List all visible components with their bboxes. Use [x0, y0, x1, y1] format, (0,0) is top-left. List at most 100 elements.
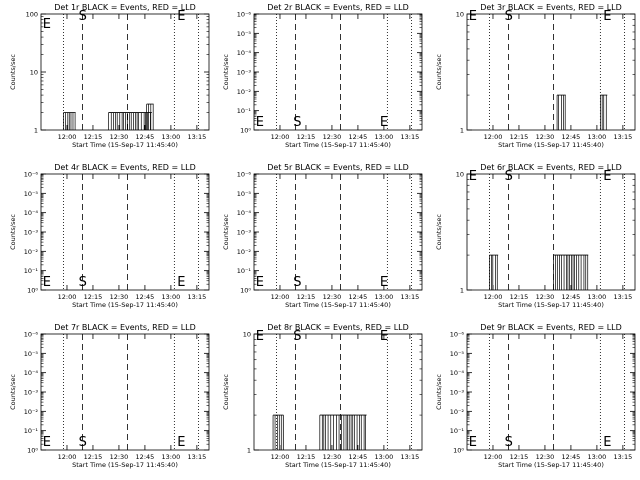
y-tick-label: 1 [247, 447, 251, 455]
plot-frame [253, 13, 423, 131]
y-tick-label: 10 [456, 171, 464, 179]
event-burst [146, 103, 154, 130]
x-tick-label: 13:15 [188, 133, 207, 141]
plot-title: Det 2r BLACK = Events, RED = LLD [267, 3, 409, 12]
event-marker-label: E [256, 275, 264, 290]
x-tick-label: 13:00 [162, 293, 181, 301]
event-burst [489, 254, 499, 290]
event-marker-label: E [177, 275, 185, 290]
event-marker-label: E [603, 435, 611, 450]
x-tick-label: 12:15 [84, 453, 103, 461]
x-axis-label: Start Time (15-Sep-17 11:45:40) [498, 141, 604, 149]
plot-title: Det 4r BLACK = Events, RED = LLD [54, 163, 196, 172]
x-tick-label: 12:30 [536, 133, 555, 141]
x-axis-label: Start Time (15-Sep-17 11:45:40) [72, 301, 178, 309]
x-tick-label: 12:15 [297, 133, 316, 141]
x-tick-label: 12:45 [562, 453, 581, 461]
x-axis-label: Start Time (15-Sep-17 11:45:40) [285, 461, 391, 469]
x-axis-label: Start Time (15-Sep-17 11:45:40) [285, 301, 391, 309]
x-tick-label: 12:30 [110, 453, 129, 461]
x-tick-label: 12:30 [323, 133, 342, 141]
plot-title: Det 5r BLACK = Events, RED = LLD [267, 163, 409, 172]
x-tick-label: 13:15 [401, 133, 420, 141]
event-marker-label: E [469, 169, 477, 184]
y-tick-label: 10 [456, 11, 464, 19]
plot-title: Det 7r BLACK = Events, RED = LLD [54, 323, 196, 332]
x-tick-label: 12:00 [484, 133, 503, 141]
y-tick-label: 10⁻⁶ [237, 11, 252, 19]
x-tick-label: 13:15 [188, 293, 207, 301]
plot-frame [40, 173, 210, 291]
x-axis-label: Start Time (15-Sep-17 11:45:40) [285, 141, 391, 149]
event-burst [556, 94, 566, 130]
x-tick-label: 12:15 [510, 453, 529, 461]
plot-frame [40, 333, 210, 451]
y-tick-label: 1 [460, 287, 464, 295]
y-tick-label: 10⁻⁶ [24, 171, 39, 179]
y-tick-label: 10⁰ [27, 447, 38, 455]
y-tick-label: 10⁰ [27, 287, 38, 295]
y-tick-label: 10⁻⁵ [450, 350, 465, 358]
x-tick-label: 13:00 [588, 453, 607, 461]
event-burst [108, 112, 152, 130]
x-tick-label: 12:45 [562, 293, 581, 301]
plot-title: Det 6r BLACK = Events, RED = LLD [480, 163, 622, 172]
detector-plot-8: Det 8r BLACK = Events, RED = LLD Counts/s… [222, 323, 423, 469]
plot-title: Det 3r BLACK = Events, RED = LLD [480, 3, 622, 12]
x-tick-label: 12:15 [84, 293, 103, 301]
event-marker-label: S [79, 275, 87, 290]
y-tick-label: 10 [30, 69, 38, 77]
event-marker-label: E [177, 9, 185, 24]
x-tick-label: 12:00 [271, 453, 290, 461]
y-tick-label: 10⁻³ [24, 389, 39, 397]
x-tick-label: 12:30 [323, 453, 342, 461]
plot-frame [466, 333, 636, 451]
x-tick-label: 12:15 [510, 133, 529, 141]
event-burst [553, 254, 589, 290]
y-tick-label: 10⁻⁵ [24, 350, 39, 358]
event-burst [63, 112, 76, 130]
y-tick-label: 10⁻⁵ [237, 30, 252, 38]
y-tick-label: 10⁻⁴ [237, 49, 252, 57]
x-tick-label: 12:45 [562, 133, 581, 141]
x-tick-label: 13:00 [375, 453, 394, 461]
event-marker-label: E [469, 9, 477, 24]
detector-plot-1: Det 1r BLACK = Events, RED = LLD Counts/s… [9, 3, 210, 149]
x-tick-label: 12:45 [349, 133, 368, 141]
plot-frame [466, 173, 636, 291]
event-burst [272, 414, 284, 450]
y-tick-label: 10⁻⁶ [24, 331, 39, 339]
y-tick-label: 10⁻² [24, 408, 39, 416]
y-tick-label: 10⁻³ [237, 229, 252, 237]
plot-title: Det 8r BLACK = Events, RED = LLD [267, 323, 409, 332]
x-tick-label: 12:15 [510, 293, 529, 301]
detector-plot-9: Det 9r BLACK = Events, RED = LLD Counts/s… [435, 323, 636, 469]
y-axis-label: Counts/sec [9, 54, 17, 90]
plot-frame [253, 333, 423, 451]
y-tick-label: 10⁻² [237, 248, 252, 256]
y-axis-label: Counts/sec [222, 374, 230, 410]
x-tick-label: 12:45 [136, 453, 155, 461]
y-tick-label: 10⁻⁶ [237, 171, 252, 179]
x-tick-label: 12:30 [536, 293, 555, 301]
event-marker-label: E [256, 329, 264, 344]
plot-frame [466, 13, 636, 131]
x-tick-label: 13:15 [614, 453, 633, 461]
x-tick-label: 13:00 [588, 293, 607, 301]
y-tick-label: 10⁻⁴ [24, 209, 39, 217]
y-axis-label: Counts/sec [9, 214, 17, 250]
plot-frame [253, 173, 423, 291]
y-axis-label: Counts/sec [222, 214, 230, 250]
y-axis-label: Counts/sec [222, 54, 230, 90]
y-tick-label: 10⁻³ [450, 389, 465, 397]
y-tick-label: 10⁻¹ [24, 427, 39, 435]
y-axis-label: Counts/sec [435, 374, 443, 410]
event-marker-label: E [256, 115, 264, 130]
x-tick-label: 12:15 [297, 453, 316, 461]
x-tick-label: 13:15 [401, 453, 420, 461]
event-marker-label: S [505, 169, 513, 184]
x-axis-label: Start Time (15-Sep-17 11:45:40) [72, 461, 178, 469]
x-tick-label: 12:45 [136, 293, 155, 301]
x-tick-label: 12:00 [58, 133, 77, 141]
y-tick-label: 10⁻² [237, 88, 252, 96]
